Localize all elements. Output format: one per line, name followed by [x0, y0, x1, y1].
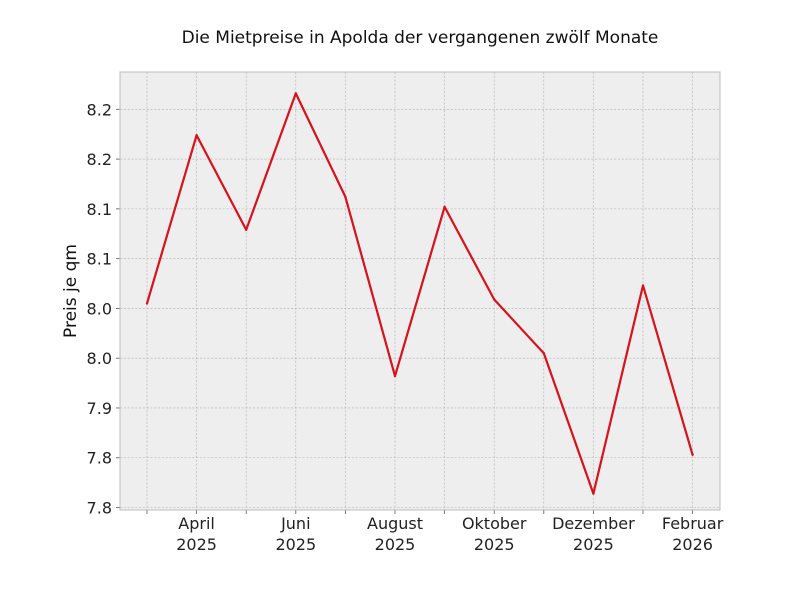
tick-marks — [116, 108, 693, 514]
x-tick-label-year: 2025 — [375, 535, 416, 554]
data-point — [393, 374, 397, 378]
x-tick-labels: April 2025 Juni 2025 August 2025 Oktober 2025 De… — [176, 514, 723, 554]
x-tick-label-year: 2025 — [275, 535, 316, 554]
x-tick-label-year: 2025 — [176, 535, 217, 554]
chart-title: Die Mietpreise in Apolda der vergangenen… — [182, 28, 659, 48]
data-point — [344, 195, 347, 199]
y-tick-label: 8.2 — [87, 100, 112, 119]
plot-frame — [119, 71, 721, 511]
data-point — [691, 453, 694, 456]
grid-lines — [120, 72, 720, 510]
x-tick-label-month: Dezember — [552, 514, 635, 533]
y-tick-label: 8.0 — [87, 299, 112, 318]
x-tick-label-year: 2026 — [672, 535, 713, 554]
data-point — [493, 298, 496, 301]
x-tick-label-month: Oktober — [462, 514, 527, 533]
x-tick-label-month: Juni — [280, 514, 310, 533]
data-point — [245, 228, 248, 231]
x-tick-label-month: Februar — [662, 514, 724, 533]
x-tick-label-month: April — [178, 514, 215, 533]
data-point — [542, 352, 545, 355]
y-tick-label: 8.0 — [87, 349, 112, 368]
y-axis-title: Preis je qm — [61, 244, 81, 338]
y-tick-label: 8.1 — [87, 250, 112, 269]
series-line — [145, 92, 694, 495]
y-tick-label: 8.1 — [87, 200, 112, 219]
x-tick-label-year: 2025 — [573, 535, 614, 554]
data-point — [443, 205, 446, 209]
data-point — [145, 302, 149, 305]
y-tick-label: 7.9 — [87, 399, 112, 418]
x-tick-label-year: 2025 — [474, 535, 515, 554]
data-point — [195, 134, 198, 137]
y-tick-labels: 7.8 7.8 7.9 8.0 8.0 8.1 8.1 8.2 8.2 — [87, 100, 112, 517]
y-tick-label: 7.8 — [87, 499, 112, 518]
series-layer — [145, 92, 694, 495]
y-tick-label: 7.8 — [87, 449, 112, 468]
data-point — [592, 492, 595, 495]
x-tick-label-month: August — [367, 514, 423, 533]
data-point — [294, 92, 297, 95]
y-tick-label: 8.2 — [87, 150, 112, 169]
data-point — [641, 284, 645, 287]
